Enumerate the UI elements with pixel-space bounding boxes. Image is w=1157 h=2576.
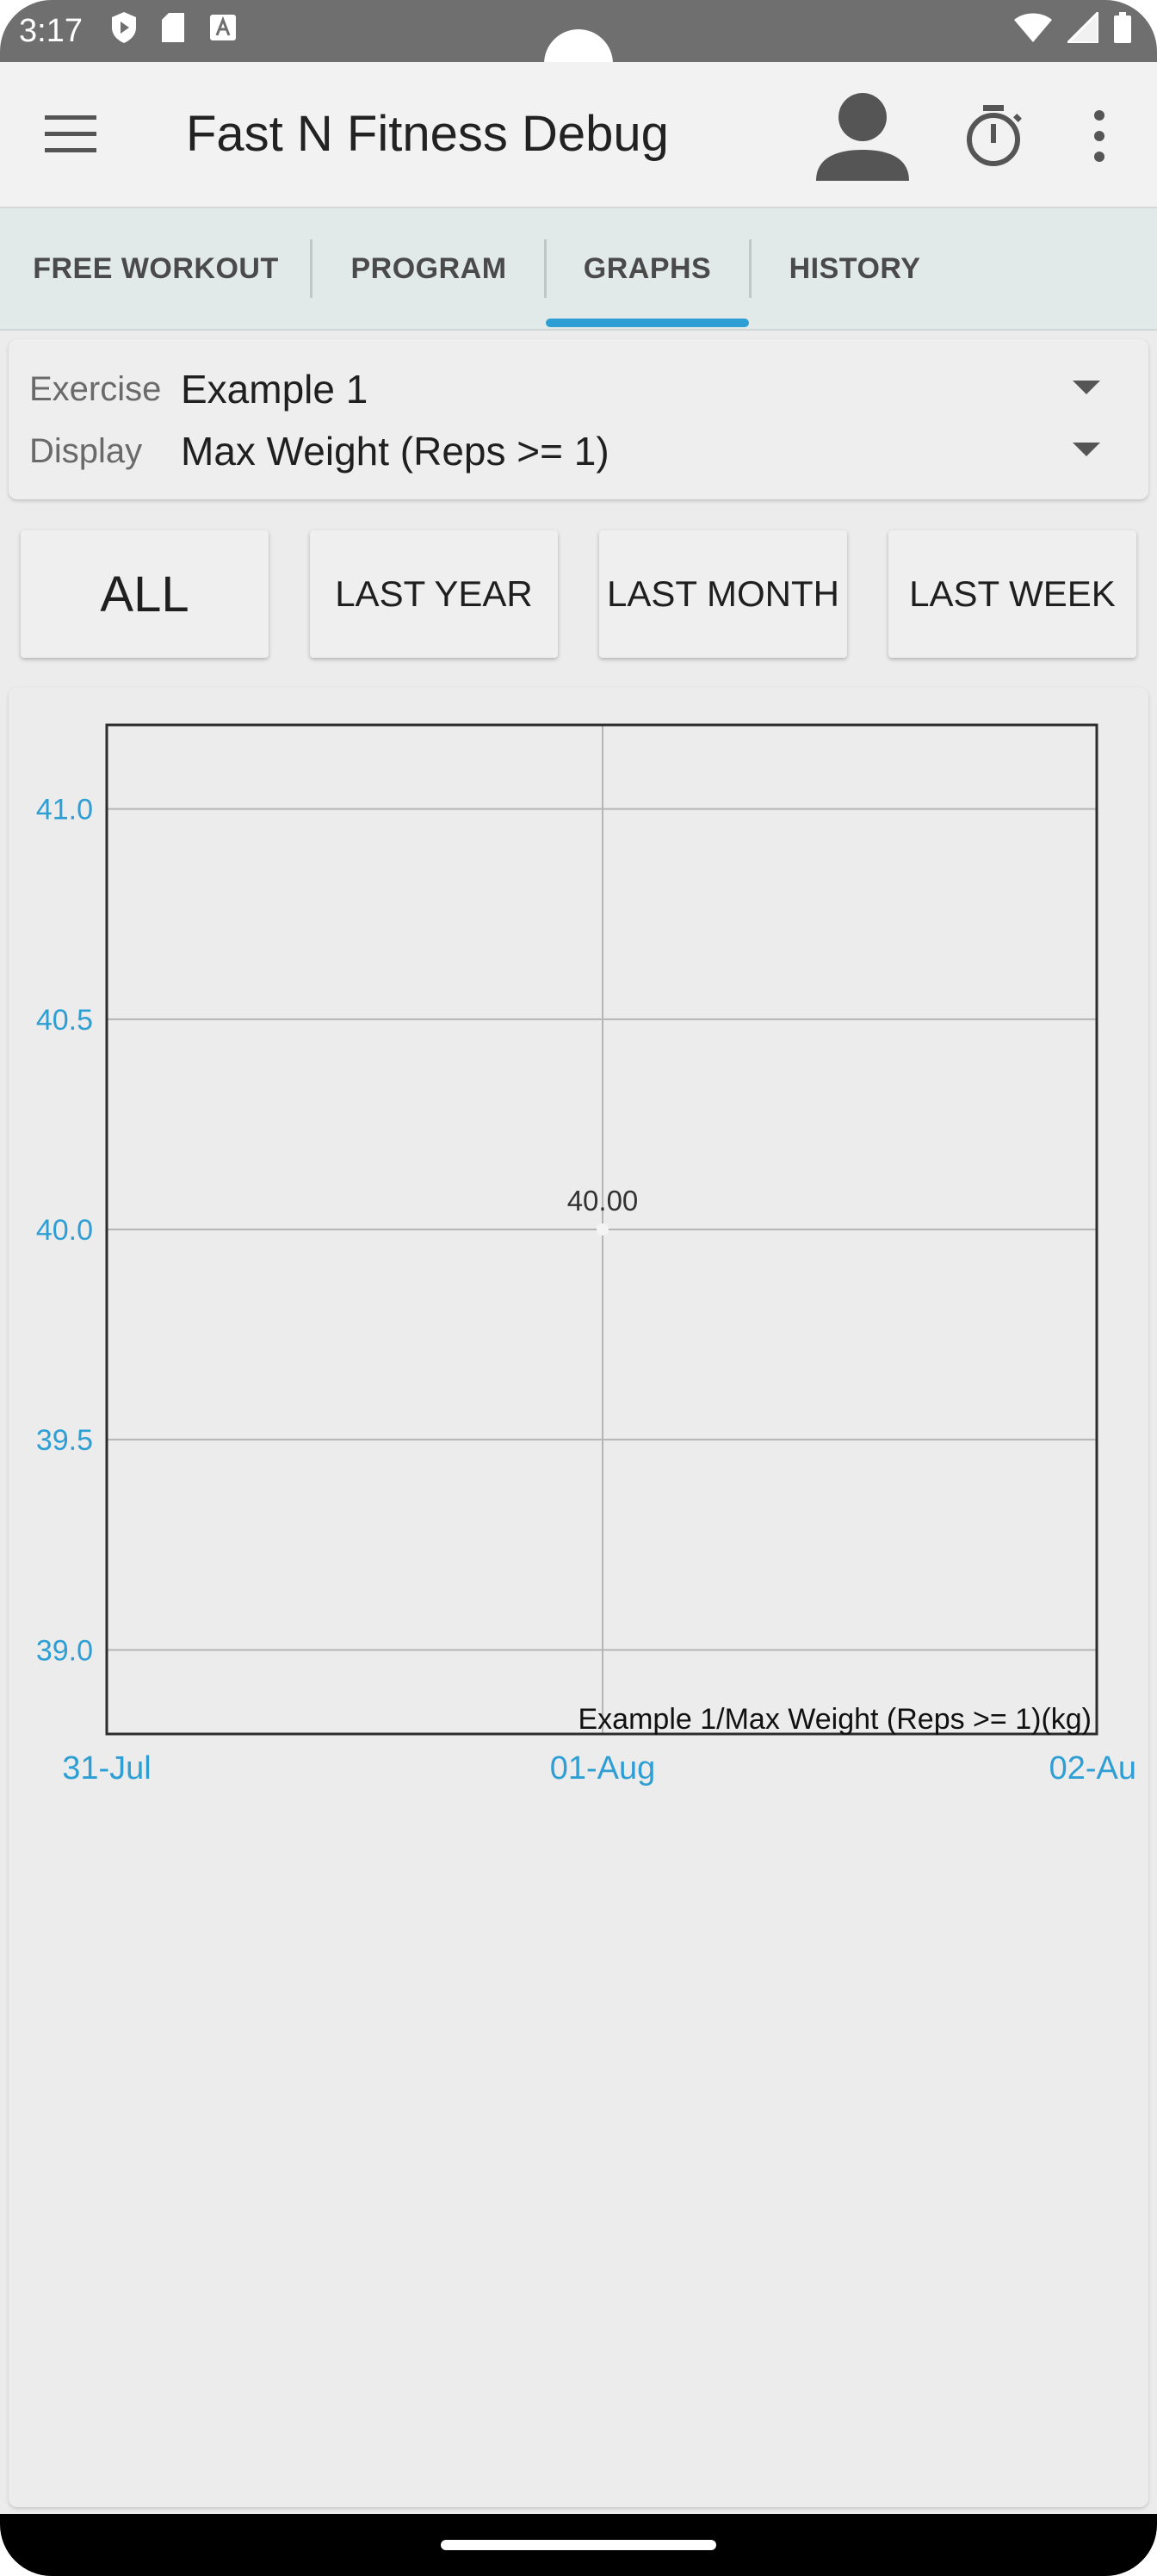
status-time: 3:17 — [19, 13, 83, 49]
series-legend-label: Example 1/Max Weight (Reps >= 1)(kg) — [578, 1703, 1092, 1736]
y-tick-label: 39.5 — [36, 1424, 93, 1457]
y-tick-label: 40.5 — [36, 1004, 93, 1037]
sd-card-icon — [162, 13, 184, 42]
battery-icon — [1114, 12, 1131, 43]
stopwatch-icon[interactable] — [961, 103, 1026, 169]
y-tick-label: 39.0 — [36, 1634, 93, 1667]
tab-program[interactable]: PROGRAM — [350, 251, 507, 285]
data-point[interactable] — [597, 1223, 609, 1235]
home-gesture-handle[interactable] — [441, 2540, 716, 2550]
x-axis-ticks: 31-Jul 01-Aug 02-Au — [62, 1750, 1136, 1786]
tab-history[interactable]: HISTORY — [789, 251, 921, 285]
display-label: Display — [29, 432, 143, 470]
range-last-month-button[interactable]: LAST MONTH — [599, 530, 847, 658]
tab-free-workout[interactable]: FREE WORKOUT — [33, 251, 279, 285]
account-icon[interactable] — [813, 86, 913, 186]
status-right-icons — [1014, 12, 1131, 43]
tab-graphs[interactable]: GRAPHS — [583, 251, 712, 285]
chart-points: 40.00 — [567, 1185, 639, 1235]
tab-divider — [310, 239, 312, 298]
shield-icon — [112, 12, 136, 43]
y-tick-label: 41.0 — [36, 794, 93, 827]
y-tick-label: 40.0 — [36, 1214, 93, 1247]
display-selector[interactable]: Display Max Weight (Reps >= 1) — [9, 420, 1148, 482]
range-last-week-button[interactable]: LAST WEEK — [888, 530, 1136, 658]
display-value[interactable]: Max Weight (Reps >= 1) — [181, 429, 609, 474]
tab-bar: FREE WORKOUT PROGRAM GRAPHS HISTORY — [0, 208, 1157, 331]
wifi-icon — [1014, 13, 1052, 42]
exercise-selector[interactable]: Exercise Example 1 — [9, 358, 1148, 420]
exercise-label: Exercise — [29, 370, 162, 408]
display-dropdown-arrow-icon[interactable] — [1073, 443, 1100, 456]
hamburger-menu-icon[interactable] — [45, 115, 96, 153]
data-point-label: 40.00 — [567, 1185, 639, 1217]
range-last-year-button[interactable]: LAST YEAR — [310, 530, 558, 658]
weight-chart[interactable]: 41.0 40.5 40.0 39.5 39.0 31-Jul 01-Aug 02-Au 4… — [9, 687, 1148, 2507]
x-tick-label: 01-Aug — [550, 1750, 656, 1786]
range-all-button[interactable]: ALL — [21, 530, 269, 658]
text-icon — [210, 15, 236, 40]
navigation-bar — [0, 2514, 1157, 2576]
app-bar: Fast N Fitness Debug — [0, 62, 1157, 208]
y-axis-ticks: 41.0 40.5 40.0 39.5 39.0 — [36, 794, 93, 1668]
x-tick-label: 02-Au — [1049, 1750, 1136, 1786]
exercise-value[interactable]: Example 1 — [181, 367, 368, 412]
app-title: Fast N Fitness Debug — [186, 106, 669, 162]
tab-indicator — [546, 319, 749, 327]
graph-card: 41.0 40.5 40.0 39.5 39.0 31-Jul 01-Aug 02-Au 4… — [9, 687, 1148, 2507]
graph-selector-card: Exercise Example 1 Display Max Weight (R… — [9, 339, 1148, 499]
x-tick-label: 31-Jul — [62, 1750, 152, 1786]
exercise-dropdown-arrow-icon[interactable] — [1073, 381, 1100, 394]
more-vert-icon[interactable] — [1086, 108, 1112, 164]
signal-icon — [1067, 12, 1098, 43]
tab-divider — [749, 239, 752, 298]
tab-divider — [544, 239, 547, 298]
plot-frame — [105, 723, 1098, 1736]
status-left-icons — [112, 12, 236, 43]
